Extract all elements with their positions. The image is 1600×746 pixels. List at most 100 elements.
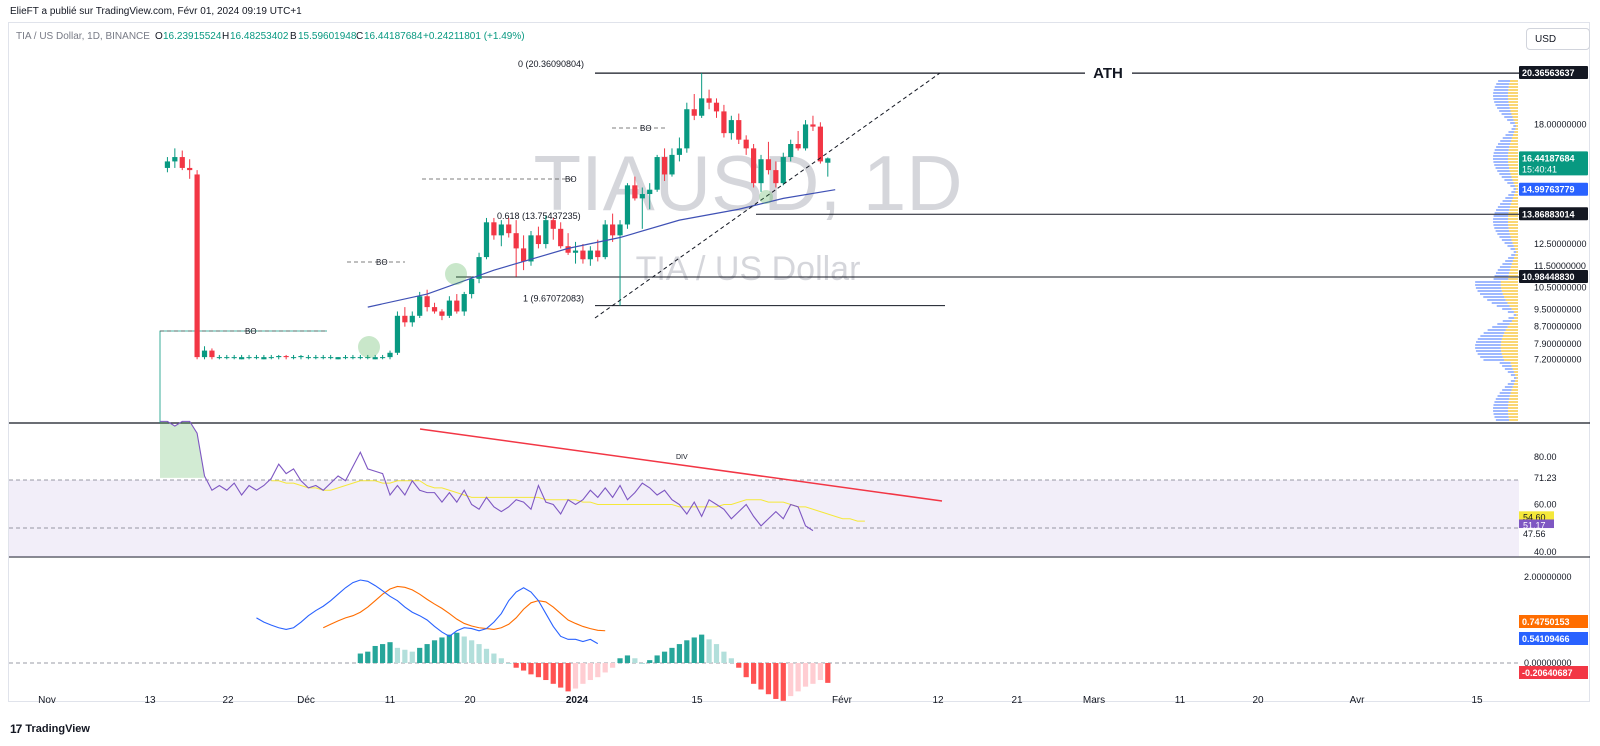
volume-profile-bar	[1493, 278, 1509, 280]
macd-hist-bar	[617, 658, 623, 663]
price-tick-label: 10.50000000	[1534, 283, 1587, 293]
price-tag-box	[1519, 151, 1588, 176]
candle-body	[795, 144, 801, 149]
macd-hist-bar	[773, 663, 779, 699]
volume-profile-bar	[1505, 134, 1513, 136]
volume-profile-bar	[1511, 365, 1518, 367]
candle-body	[298, 356, 304, 358]
macd-hist-bar	[721, 651, 727, 663]
macd-hist-bar	[647, 660, 653, 663]
horizontal-levels: ATH 0 (20.36090804) 0.618 (13.75437235) …	[456, 59, 1519, 307]
volume-profile-bar	[1504, 332, 1518, 334]
candle-body	[743, 139, 749, 149]
macd-hist-bar	[802, 663, 809, 687]
time-tick-label: 22	[222, 695, 234, 706]
rsi-tick-label: 40.00	[1534, 547, 1557, 557]
volume-profile-bar	[1476, 341, 1502, 343]
candle-body	[624, 185, 631, 225]
candle-body	[164, 161, 171, 168]
volume-profile-bar	[1508, 212, 1518, 214]
volume-profile-bar	[1509, 233, 1518, 235]
candle-body	[179, 157, 185, 168]
macd-hist-bar	[676, 644, 682, 663]
candle-body	[283, 356, 289, 358]
volume-profile-bar	[1496, 146, 1510, 148]
volume-profile-bar	[1501, 239, 1512, 241]
volume-profile-bar	[1512, 116, 1518, 118]
volume-profile-bar	[1508, 413, 1518, 415]
volume-profile-bar	[1508, 131, 1515, 133]
macd-tag-box	[1519, 666, 1588, 679]
volume-profile-bar	[1505, 329, 1518, 331]
macd-hist-bar	[372, 645, 378, 663]
candle-body	[246, 357, 252, 359]
candle-body	[409, 315, 415, 323]
volume-profile-bar	[1501, 338, 1518, 340]
ema-line	[367, 189, 836, 308]
candle-body	[231, 357, 237, 359]
candle-body	[721, 111, 727, 134]
macd-hist-bar	[751, 663, 757, 684]
volume-profile-bar	[1507, 302, 1518, 304]
volume-profile-bar	[1483, 332, 1505, 334]
volume-profile-bar	[1504, 242, 1513, 244]
candle-body	[654, 157, 660, 190]
candle-body	[773, 170, 779, 184]
volume-profile-bar	[1507, 311, 1514, 313]
macd-hist-bar	[758, 663, 764, 690]
candle-body	[610, 224, 616, 236]
time-tick-label: 11	[385, 695, 396, 706]
volume-profile-bar	[1502, 263, 1512, 265]
candle-body	[194, 174, 200, 358]
volume-profile-bar	[1507, 182, 1514, 184]
volume-profile-bar	[1493, 92, 1509, 94]
candle-body	[431, 307, 438, 312]
candle-body	[394, 315, 401, 353]
change-value: +0.24211801 (+1.49%)	[423, 31, 525, 42]
candle-body	[684, 109, 690, 149]
volume-profile-bar	[1514, 185, 1518, 187]
rsi-divergence-line	[419, 428, 943, 502]
tradingview-logo[interactable]: 17 TradingView	[10, 722, 90, 736]
candle-body	[676, 148, 682, 155]
bo-box-1-left	[159, 330, 327, 423]
volume-profile-bar	[1513, 119, 1518, 121]
macd-line	[256, 579, 599, 645]
price-tick-label: 11.50000000	[1534, 261, 1586, 271]
macd-hist-bar	[439, 637, 445, 663]
volume-profile-bar	[1497, 269, 1510, 271]
watermark-ticker: TIAUSD, 1D	[533, 139, 962, 227]
time-tick-label: Févr	[832, 695, 853, 706]
candles	[164, 73, 831, 360]
volume-profile-bar	[1508, 410, 1518, 412]
volume-profile-bar	[1508, 89, 1518, 91]
candle-body	[802, 124, 809, 149]
price-axis: 18.00000000 12.50000000 11.50000000 10.5000…	[1534, 119, 1587, 364]
candle-body	[342, 357, 349, 359]
volume-profile-bar	[1494, 416, 1509, 418]
time-tick-label: 12	[932, 695, 944, 706]
candle-body	[706, 98, 712, 103]
rsi-tag-box	[1519, 528, 1554, 541]
price-tick-label: 8.70000000	[1534, 322, 1582, 332]
volume-profile-bar	[1513, 377, 1517, 379]
div-label: DIV	[676, 454, 688, 461]
time-tick-label: Avr	[1350, 695, 1365, 706]
volume-profile-bar	[1513, 314, 1517, 316]
candle-body	[491, 222, 497, 236]
macd-hist-bar	[780, 663, 786, 701]
volume-profile-bar	[1509, 107, 1518, 109]
volume-profile-bar	[1497, 233, 1510, 235]
candle-body	[320, 357, 326, 359]
macd-hist-bar	[461, 636, 467, 663]
candle-body	[520, 248, 527, 262]
macd-hist-bar	[491, 653, 497, 663]
candle-body	[758, 159, 764, 184]
price-tag-text: 14.99763779	[1522, 185, 1575, 195]
volume-profile-bar	[1512, 197, 1518, 199]
volume-profile-bar	[1509, 305, 1518, 307]
volume-profile-bar	[1511, 191, 1516, 193]
currency-selector[interactable]: USD	[1526, 28, 1590, 50]
